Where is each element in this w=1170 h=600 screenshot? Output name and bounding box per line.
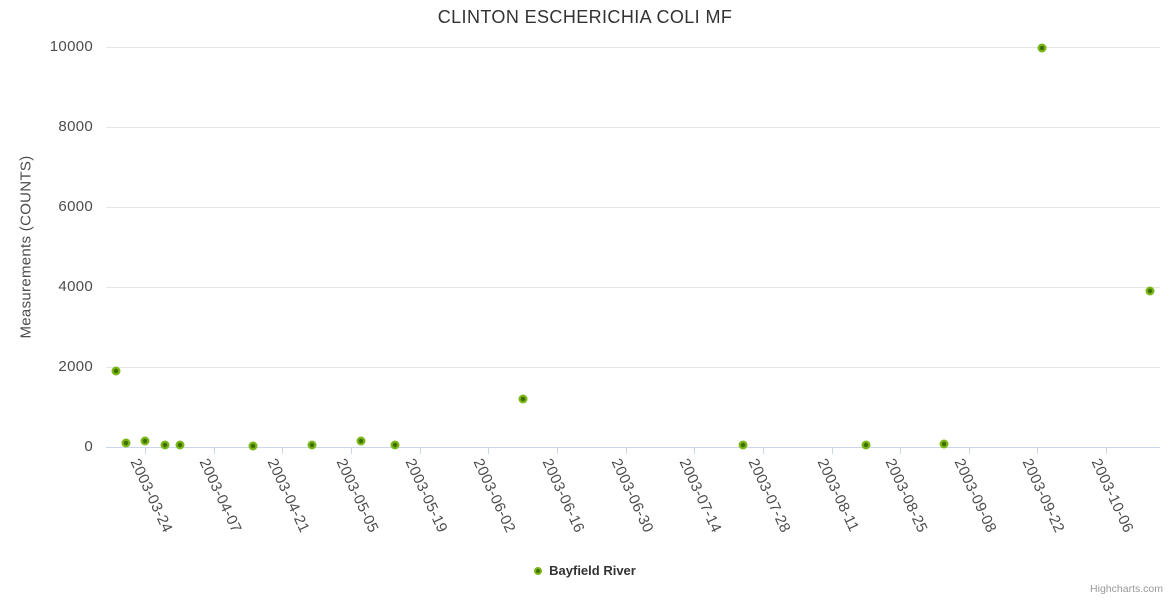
x-axis-tick-label: 2003-06-30 [607,456,657,536]
x-axis-tick-label: 2003-06-16 [538,456,588,536]
x-axis-tick-label: 2003-06-02 [469,456,520,536]
data-point[interactable] [390,440,400,450]
chart-title: CLINTON ESCHERICHIA COLI MF [437,7,733,27]
data-point[interactable] [1145,286,1155,296]
data-point[interactable] [160,440,170,450]
y-axis-tick-label: 6000 [58,198,93,215]
x-axis-tick [968,448,970,454]
x-axis-line [106,447,1160,448]
y-axis-tick-label: 2000 [58,358,93,375]
x-axis-tick-label: 2003-04-21 [264,456,314,536]
x-axis-tick-label: 2003-10-06 [1087,456,1137,536]
plot-area [106,43,1160,454]
x-axis-tick [145,448,147,454]
y-axis-title: Measurements (COUNTS) [17,155,35,339]
x-axis-tick [488,448,490,454]
data-point[interactable] [111,366,121,376]
x-axis-tick-label: 2003-03-24 [126,456,176,536]
highcharts-credits-link[interactable]: Highcharts.com [1090,583,1163,595]
y-axis-tick-label: 10000 [49,38,93,55]
x-axis-tick-label: 2003-09-22 [1019,456,1069,536]
gridline [106,207,1160,208]
legend-item-bayfield-river[interactable]: Bayfield River [0,563,1170,578]
data-point[interactable] [307,440,317,450]
data-point[interactable] [248,441,258,451]
series-marker-icon [534,566,543,575]
x-axis-tick [694,448,696,454]
y-axis-tick-label: 8000 [58,118,93,135]
x-axis-tick-label: 2003-04-07 [195,456,245,536]
data-point[interactable] [518,394,528,404]
x-axis-tick-label: 2003-05-19 [401,456,451,536]
gridline [106,127,1160,128]
data-point[interactable] [939,439,949,449]
x-axis-tick-label: 2003-08-11 [813,456,862,535]
y-axis-tick-label: 0 [84,438,93,455]
x-axis-tick-label: 2003-07-14 [675,456,725,536]
y-axis-tick-label: 4000 [58,278,93,295]
gridline [106,287,1160,288]
data-point[interactable] [356,436,366,446]
x-axis-tick [762,448,764,454]
x-axis-tick [351,448,353,454]
x-axis-tick [419,448,421,454]
data-point[interactable] [738,440,748,450]
data-point[interactable] [121,438,131,448]
x-axis-tick [1106,448,1108,454]
x-axis-tick [900,448,902,454]
x-axis-tick [1037,448,1039,454]
data-point[interactable] [1037,43,1047,53]
data-point[interactable] [861,440,871,450]
legend-series-label: Bayfield River [549,563,636,578]
gridline [106,47,1160,48]
x-axis-tick [625,448,627,454]
x-axis-tick-label: 2003-09-08 [950,456,1000,536]
x-axis-tick-label: 2003-07-28 [744,456,794,536]
x-axis-tick [282,448,284,454]
x-axis-tick [213,448,215,454]
x-axis-tick [831,448,833,454]
data-point[interactable] [175,440,185,450]
x-axis-tick-label: 2003-08-25 [881,456,931,536]
data-point[interactable] [140,436,150,446]
gridline [106,367,1160,368]
x-axis-tick [557,448,558,454]
x-axis-tick-label: 2003-05-05 [332,456,382,536]
